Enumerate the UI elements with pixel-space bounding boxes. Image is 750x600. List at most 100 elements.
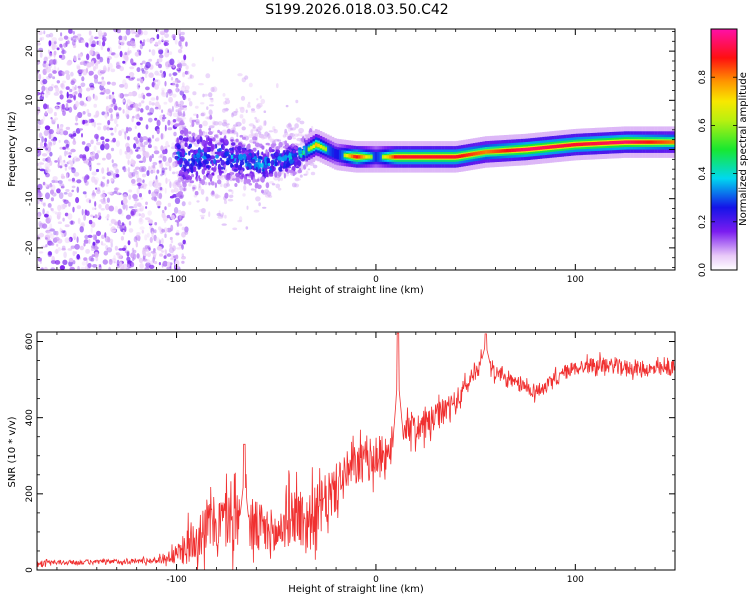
noise-speckle [75, 197, 80, 204]
noise-speckle [140, 213, 145, 218]
noise-speckle [82, 111, 86, 115]
noise-speckle [91, 176, 96, 183]
ridge-blob [277, 156, 282, 161]
ridge-blob [246, 144, 250, 151]
noise-speckle [82, 191, 87, 195]
noise-speckle [121, 247, 126, 251]
haze-speckle [184, 230, 189, 235]
ridge-blob [250, 174, 254, 181]
noise-speckle [164, 169, 167, 177]
noise-speckle [144, 73, 148, 79]
noise-speckle [95, 239, 101, 244]
noise-speckle [172, 93, 177, 98]
noise-speckle [78, 73, 82, 77]
band-segment [630, 140, 634, 144]
noise-speckle [96, 150, 101, 154]
band-segment [527, 147, 531, 151]
noise-speckle [125, 29, 131, 36]
haze-speckle [299, 174, 303, 178]
noise-speckle [96, 53, 101, 60]
noise-speckle [173, 131, 177, 137]
band-segment [377, 152, 380, 162]
noise-speckle [114, 245, 118, 251]
band-segment [542, 146, 545, 150]
noise-speckle [140, 197, 144, 200]
noise-speckle [155, 237, 160, 244]
haze-speckle [205, 73, 211, 79]
noise-speckle [129, 128, 132, 132]
noise-speckle [132, 193, 138, 200]
noise-speckle [142, 156, 147, 163]
haze-speckle [200, 188, 205, 195]
noise-speckle [172, 112, 178, 118]
haze-speckle [181, 194, 184, 197]
noise-speckle [40, 201, 46, 205]
ridge-blob [263, 165, 268, 169]
noise-speckle [125, 214, 132, 220]
noise-speckle [45, 229, 51, 234]
noise-speckle [98, 212, 101, 217]
ridge-blob [226, 128, 231, 134]
noise-speckle [136, 67, 141, 73]
noise-speckle [63, 251, 67, 259]
ridge-blob [252, 141, 257, 144]
ridge-blob [195, 178, 199, 182]
noise-speckle [51, 43, 56, 51]
noise-speckle [131, 29, 135, 35]
haze-speckle [232, 227, 238, 231]
band-segment [379, 152, 383, 162]
noise-speckle [83, 123, 89, 127]
noise-speckle [138, 102, 142, 107]
haze-speckle [254, 116, 257, 120]
ridge-blob [246, 163, 251, 167]
haze-speckle [258, 125, 263, 131]
noise-speckle [60, 204, 65, 210]
noise-speckle [107, 47, 110, 52]
band-segment [468, 153, 471, 157]
noise-speckle [108, 170, 114, 176]
noise-speckle [57, 211, 62, 217]
noise-speckle [136, 232, 141, 236]
noise-speckle [100, 80, 106, 87]
noise-speckle [78, 57, 81, 61]
haze-speckle [273, 129, 278, 134]
band-segment [566, 143, 569, 148]
noise-speckle [146, 170, 150, 177]
band-segment [422, 155, 426, 159]
y-tick-label: 20 [25, 45, 35, 57]
ridge-blob [292, 149, 296, 154]
band-segment [513, 148, 517, 152]
haze-speckle [188, 101, 193, 107]
noise-speckle [110, 132, 114, 136]
noise-speckle [145, 105, 150, 111]
haze-speckle [278, 187, 282, 191]
noise-speckle [95, 256, 99, 262]
noise-speckle [170, 224, 174, 232]
band-segment [341, 150, 344, 160]
noise-speckle [155, 41, 158, 46]
haze-speckle [198, 183, 201, 188]
ridge-blob [196, 139, 200, 145]
ridge-blob [243, 178, 247, 185]
noise-speckle [136, 253, 140, 259]
noise-speckle [61, 175, 66, 179]
noise-speckle [145, 206, 148, 209]
noise-speckle [163, 42, 169, 46]
noise-speckle [138, 93, 142, 99]
ridge-blob [178, 135, 184, 141]
noise-speckle [154, 146, 158, 151]
noise-speckle [130, 40, 136, 46]
noise-speckle [140, 167, 146, 173]
band-segment [563, 143, 567, 148]
ridge-blob [178, 122, 181, 126]
noise-speckle [86, 142, 92, 148]
band-segment [331, 147, 335, 158]
noise-speckle [61, 233, 65, 238]
noise-speckle [146, 38, 150, 43]
noise-speckle [114, 118, 118, 125]
band-segment [496, 149, 500, 153]
band-segment [544, 145, 548, 150]
haze-speckle [180, 60, 186, 64]
ridge-blob [269, 173, 274, 177]
noise-speckle [180, 85, 186, 92]
